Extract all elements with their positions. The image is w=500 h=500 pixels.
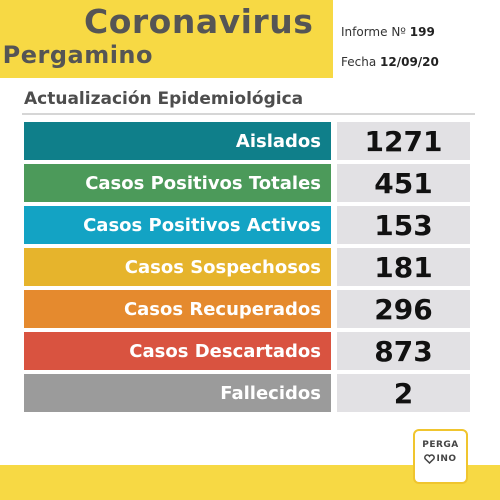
stat-label: Casos Descartados [24,332,331,370]
header-band: Coronavirus Pergamino [0,0,333,78]
stat-row-recuperados: Casos Recuperados 296 [24,290,470,328]
stat-row-positivos-totales: Casos Positivos Totales 451 [24,164,470,202]
stat-label: Casos Positivos Totales [24,164,331,202]
stat-label: Casos Sospechosos [24,248,331,286]
stat-label: Aislados [24,122,331,160]
report-label: Informe Nº [341,25,406,39]
logo-text-bottom: INO [436,454,457,464]
stat-value: 451 [337,164,470,202]
stat-row-descartados: Casos Descartados 873 [24,332,470,370]
stat-label: Casos Positivos Activos [24,206,331,244]
logo-text-bottom-row: INO [415,454,466,464]
stat-label: Fallecidos [24,374,331,412]
heart-icon [424,454,436,464]
report-date-line: Fecha 12/09/20 [341,55,439,69]
stat-value: 181 [337,248,470,286]
report-date: 12/09/20 [380,55,439,69]
stat-row-positivos-activos: Casos Positivos Activos 153 [24,206,470,244]
stat-value: 2 [337,374,470,412]
stat-label: Casos Recuperados [24,290,331,328]
section-divider [22,113,475,115]
report-number-line: Informe Nº 199 [341,25,435,39]
stat-row-sospechosos: Casos Sospechosos 181 [24,248,470,286]
stat-value: 296 [337,290,470,328]
stat-value: 1271 [337,122,470,160]
date-label: Fecha [341,55,377,69]
report-number: 199 [409,25,435,39]
stat-value: 153 [337,206,470,244]
page-title: Coronavirus [84,2,314,41]
logo-text-top: PERGA [422,440,459,450]
pergamino-logo: PERGA INO [413,429,468,484]
stat-row-aislados: Aislados 1271 [24,122,470,160]
page-subtitle: Pergamino [2,41,153,69]
stat-row-fallecidos: Fallecidos 2 [24,374,470,412]
stat-value: 873 [337,332,470,370]
section-title: Actualización Epidemiológica [24,89,304,109]
